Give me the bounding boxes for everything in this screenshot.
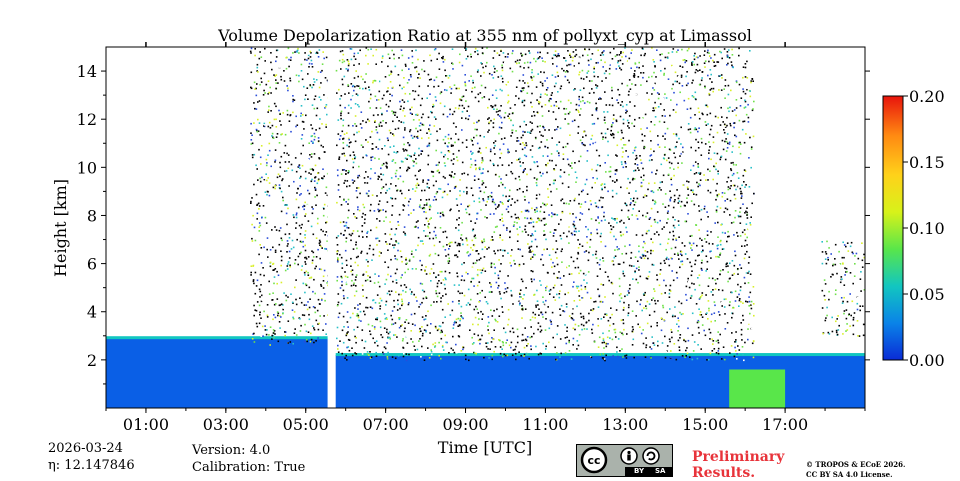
plot-area [106, 47, 866, 408]
colorbar-ticks: 0.00 0.05 0.10 0.15 0.20 [903, 87, 945, 370]
copyright-line-1: © TROPOS & ECoE 2026. [806, 460, 905, 470]
colorbar-tick-label: 0.00 [909, 351, 945, 370]
cc-license-badge: cc BY SA [576, 444, 673, 477]
meta-left: 2026-03-24 η: 12.147846 [48, 440, 135, 474]
boundary-layer-region [336, 355, 865, 408]
license-sa: SA [655, 467, 665, 476]
data-gap-region [328, 47, 336, 408]
x-tick-label: 01:00 [123, 415, 169, 434]
y-axis-label: Height [km] [51, 179, 70, 277]
preliminary-line-2: Results. [692, 465, 784, 481]
x-axis-label: Time [UTC] [438, 438, 532, 457]
x-tick-label: 07:00 [363, 415, 409, 434]
noise-region [250, 48, 329, 346]
colorbar-tick-label: 0.05 [909, 285, 945, 304]
license-strip: BY SA [625, 467, 673, 476]
preliminary-note: Preliminary Results. [692, 449, 784, 481]
calibration-text: Calibration: True [192, 459, 305, 476]
y-tick-label: 8 [87, 206, 97, 225]
noise-region [821, 240, 866, 337]
share-alike-icon [643, 448, 659, 464]
layer-top-edge [106, 336, 328, 339]
x-tick-label: 13:00 [602, 415, 648, 434]
meta-middle: Version: 4.0 Calibration: True [192, 442, 305, 476]
y-tick-label: 12 [77, 110, 97, 129]
colorbar [883, 96, 903, 360]
y-tick-label: 14 [77, 62, 97, 81]
copyright-note: © TROPOS & ECoE 2026. CC BY SA 4.0 Licen… [806, 460, 905, 480]
by-person-icon [621, 448, 637, 464]
license-by: BY [634, 467, 644, 476]
x-tick-label: 05:00 [283, 415, 329, 434]
y-tick-label: 6 [87, 255, 97, 274]
copyright-line-2: CC BY SA 4.0 License. [806, 470, 905, 480]
x-tick-label: 11:00 [522, 415, 568, 434]
x-tick-label: 15:00 [682, 415, 728, 434]
y-tick-label: 4 [87, 303, 97, 322]
preliminary-line-1: Preliminary [692, 449, 784, 465]
noise-region [336, 47, 755, 361]
eta-text: η: 12.147846 [48, 457, 135, 474]
dust-layer-region [729, 369, 785, 408]
y-tick-label: 10 [77, 158, 97, 177]
boundary-layer-region [106, 338, 328, 408]
x-tick-label: 03:00 [203, 415, 249, 434]
date-text: 2026-03-24 [48, 440, 135, 457]
y-tick-label: 2 [87, 351, 97, 370]
colorbar-tick-label: 0.10 [909, 219, 945, 238]
colorbar-tick-label: 0.15 [909, 153, 945, 172]
x-tick-label: 09:00 [442, 415, 488, 434]
chart-title: Volume Depolarization Ratio at 355 nm of… [217, 26, 752, 45]
colorbar-tick-label: 0.20 [909, 87, 945, 106]
cc-icon: cc [582, 448, 606, 472]
x-tick-label: 17:00 [762, 415, 808, 434]
version-text: Version: 4.0 [192, 442, 305, 459]
